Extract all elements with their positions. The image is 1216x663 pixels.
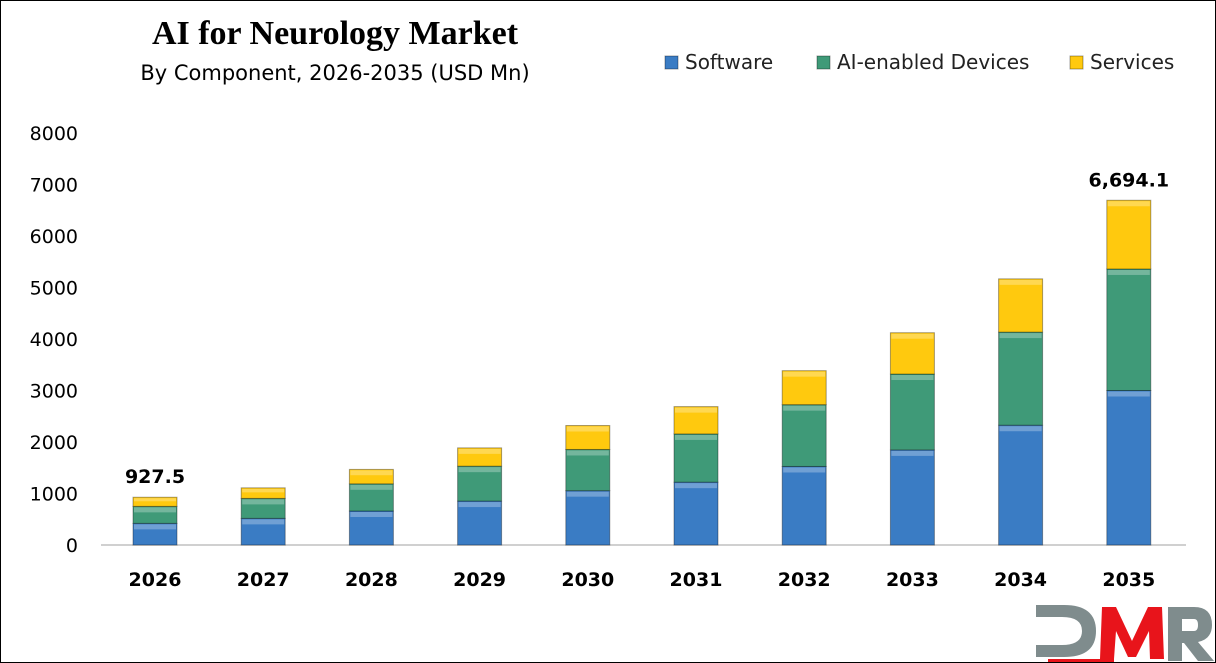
bars — [132, 199, 1152, 546]
legend-label: Software — [685, 50, 773, 74]
x-tick-label: 2033 — [886, 569, 939, 591]
x-tick-label: 2029 — [453, 569, 506, 591]
y-axis: 0 1000 2000 3000 4000 5000 6000 7000 8000 — [30, 123, 78, 557]
bar-segment-ai-enabled-devices — [889, 373, 935, 451]
dmr-logo — [1036, 605, 1214, 662]
bar-segment-ai-enabled-devices — [565, 448, 611, 492]
data-label: 6,694.1 — [1089, 169, 1170, 191]
x-tick-label: 2028 — [345, 569, 398, 591]
x-tick-label: 2035 — [1102, 569, 1155, 591]
bar-segment-software — [132, 522, 178, 546]
bar-segment-ai-enabled-devices — [348, 483, 394, 512]
bar-segment-ai-enabled-devices — [673, 433, 719, 483]
x-tick-label: 2032 — [778, 569, 831, 591]
bar-segment-services — [998, 278, 1044, 333]
legend-item: Services — [1069, 50, 1174, 74]
data-label: 927.5 — [125, 466, 185, 488]
bar-segment-services — [240, 487, 286, 499]
bar-segment-software — [240, 517, 286, 546]
legend-label: AI-enabled Devices — [837, 50, 1029, 74]
bar-segment-services — [781, 370, 827, 406]
y-tick-label: 0 — [66, 535, 78, 557]
bar-segment-software — [348, 510, 394, 546]
bar-segment-software — [1106, 390, 1152, 546]
y-tick-label: 4000 — [30, 329, 78, 351]
chart-subtitle: By Component, 2026-2035 (USD Mn) — [140, 61, 529, 85]
legend-swatch — [816, 55, 831, 70]
bar-segment-services — [348, 468, 394, 485]
legend-item: AI-enabled Devices — [816, 50, 1029, 74]
x-tick-label: 2026 — [129, 569, 182, 591]
y-tick-label: 3000 — [30, 381, 78, 403]
bar-segment-ai-enabled-devices — [132, 505, 178, 524]
bar-segment-software — [457, 500, 503, 546]
bar-segment-ai-enabled-devices — [998, 331, 1044, 426]
bar-segment-services — [457, 447, 503, 467]
chart-title: AI for Neurology Market — [152, 15, 519, 52]
y-tick-label: 6000 — [30, 226, 78, 248]
x-tick-label: 2034 — [994, 569, 1047, 591]
bar-segment-ai-enabled-devices — [1106, 268, 1152, 391]
bar-segment-software — [889, 449, 935, 546]
bar-segment-services — [565, 425, 611, 450]
x-tick-label: 2030 — [561, 569, 614, 591]
x-tick-label: 2031 — [670, 569, 723, 591]
y-tick-label: 1000 — [30, 484, 78, 506]
legend-swatch — [1069, 55, 1084, 70]
bar-segment-services — [132, 496, 178, 507]
data-labels: 927.5 6,694.1 — [125, 169, 1169, 488]
legend-item: Software — [664, 50, 773, 74]
y-tick-label: 2000 — [30, 432, 78, 454]
bar-segment-ai-enabled-devices — [240, 497, 286, 519]
x-tick-label: 2027 — [237, 569, 290, 591]
bar-segment-services — [673, 406, 719, 435]
y-tick-label: 7000 — [30, 175, 78, 197]
bar-segment-ai-enabled-devices — [781, 404, 827, 467]
y-tick-label: 5000 — [30, 278, 78, 300]
bar-segment-software — [998, 424, 1044, 546]
bar-segment-services — [889, 332, 935, 375]
legend: Software AI-enabled Devices Services — [664, 50, 1174, 74]
bar-segment-software — [673, 481, 719, 546]
bar-segment-ai-enabled-devices — [457, 465, 503, 502]
x-axis: 2026 2027 2028 2029 2030 2031 2032 2033 2034 2035 — [129, 569, 1156, 591]
legend-swatch — [664, 55, 679, 70]
bar-segment-software — [565, 490, 611, 546]
y-tick-label: 8000 — [30, 123, 78, 145]
bar-segment-software — [781, 465, 827, 546]
bar-segment-services — [1106, 199, 1152, 270]
legend-label: Services — [1090, 50, 1174, 74]
